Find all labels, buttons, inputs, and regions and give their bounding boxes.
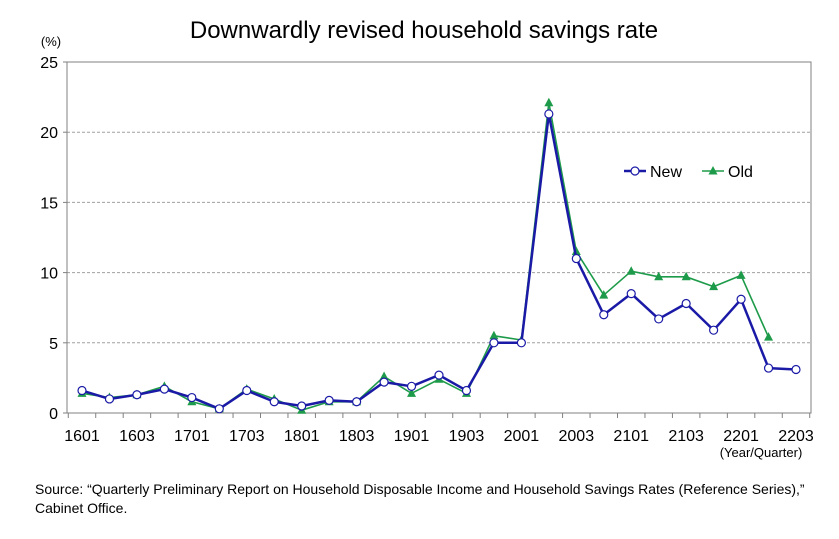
savings-rate-chart: Downwardly revised household savings rat…	[0, 0, 839, 539]
data-point-new	[380, 378, 388, 386]
x-tick-label: 1801	[284, 428, 320, 445]
x-tick-label: 2003	[559, 428, 595, 445]
data-point-new	[765, 364, 773, 372]
data-point-old	[544, 98, 553, 107]
data-point-new	[133, 391, 141, 399]
x-tick-label: 2201	[723, 428, 759, 445]
y-tick-label: 25	[40, 55, 58, 72]
x-tick-label: 1603	[119, 428, 155, 445]
data-point-new	[710, 326, 718, 334]
legend-item-old: Old	[702, 164, 753, 181]
x-tick-label: 2203	[778, 428, 814, 445]
data-point-new	[545, 110, 553, 118]
x-tick-label: 2001	[504, 428, 540, 445]
y-tick-label: 0	[49, 406, 58, 423]
data-point-new	[792, 365, 800, 373]
y-tick-label: 20	[40, 125, 58, 142]
data-point-new	[600, 311, 608, 319]
data-point-new	[435, 371, 443, 379]
data-point-new	[737, 295, 745, 303]
x-tick-label: 2103	[668, 428, 704, 445]
y-tick-label: 15	[40, 195, 58, 212]
data-point-old	[627, 266, 636, 275]
series-old	[78, 98, 774, 414]
legend-marker-new	[631, 167, 639, 175]
data-point-new	[160, 385, 168, 393]
series-line-old	[82, 103, 769, 410]
data-point-new	[243, 387, 251, 395]
data-point-new	[298, 402, 306, 410]
data-point-old	[764, 332, 773, 341]
y-tick-label: 10	[40, 266, 58, 283]
data-point-new	[490, 339, 498, 347]
data-point-new	[408, 382, 416, 390]
data-point-new	[572, 255, 580, 263]
x-tick-label: 1803	[339, 428, 375, 445]
data-point-new	[462, 387, 470, 395]
x-axis-unit-label: (Year/Quarter)	[720, 445, 803, 460]
data-point-old	[737, 270, 746, 279]
legend-label-new: New	[650, 164, 682, 181]
data-point-new	[353, 398, 361, 406]
y-tick-label: 5	[49, 336, 58, 353]
data-point-new	[682, 299, 690, 307]
legend-label-old: Old	[728, 164, 753, 181]
data-point-new	[517, 339, 525, 347]
series-line-new	[82, 114, 796, 409]
data-point-new	[105, 395, 113, 403]
x-tick-label: 1601	[64, 428, 100, 445]
data-point-new	[325, 396, 333, 404]
plot-area	[67, 62, 811, 413]
gridlines	[67, 132, 811, 343]
data-point-new	[270, 398, 278, 406]
x-tick-label: 2101	[613, 428, 649, 445]
x-tick-label: 1703	[229, 428, 265, 445]
chart-title: Downwardly revised household savings rat…	[190, 17, 658, 44]
x-tick-label: 1901	[394, 428, 430, 445]
data-point-new	[627, 290, 635, 298]
source-note: Source: “Quarterly Preliminary Report on…	[35, 480, 825, 518]
legend: New Old	[624, 164, 753, 181]
data-point-new	[215, 405, 223, 413]
x-tick-label: 1903	[449, 428, 485, 445]
x-tick-label: 1701	[174, 428, 210, 445]
data-point-old	[489, 331, 498, 340]
series-group	[78, 98, 801, 414]
y-axis: 0 5 10 15 20 25	[40, 55, 67, 423]
x-axis: 1601 1603 1701 1703 1801 1803 1901 1903 2001 2003…	[64, 413, 814, 445]
data-point-new	[655, 315, 663, 323]
y-axis-unit-label: (%)	[41, 34, 61, 49]
data-point-new	[78, 387, 86, 395]
legend-item-new: New	[624, 164, 682, 181]
data-point-new	[188, 394, 196, 402]
series-new	[78, 110, 800, 413]
